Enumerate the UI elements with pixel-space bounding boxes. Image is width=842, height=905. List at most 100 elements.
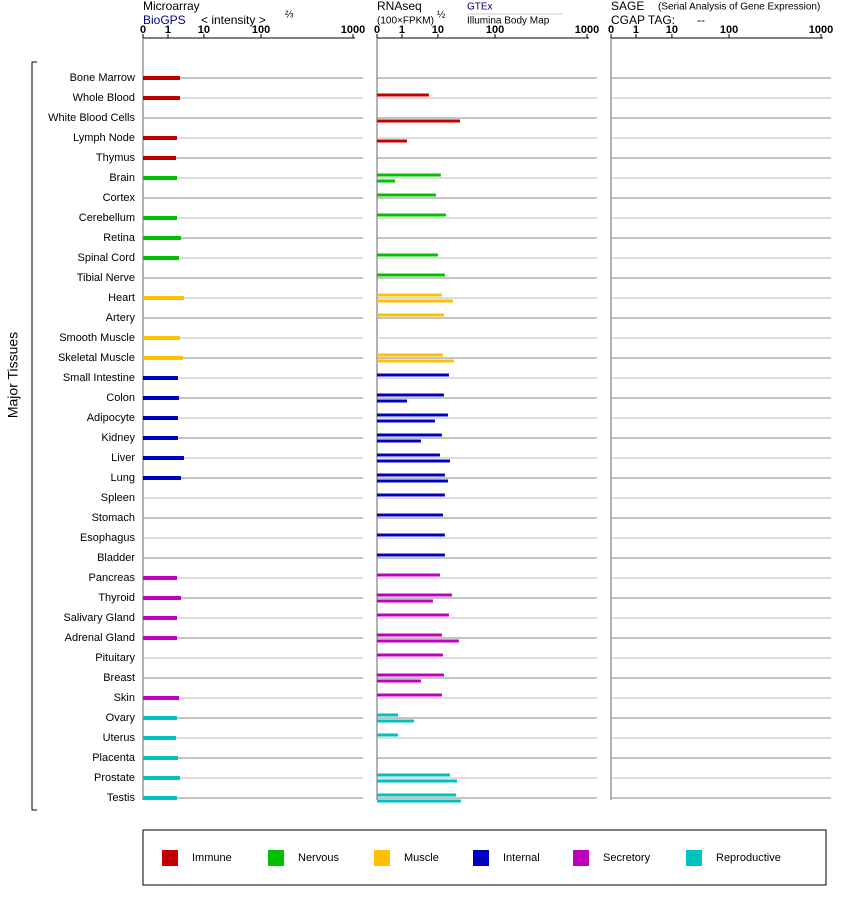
- legend-swatch: [473, 850, 489, 866]
- x-tick-label: 1000: [809, 24, 833, 36]
- bar: [143, 716, 177, 720]
- bar: [377, 679, 421, 683]
- category-label: Lymph Node: [73, 132, 135, 144]
- bar: [143, 796, 177, 800]
- legend-swatch: [162, 850, 178, 866]
- bar: [377, 479, 448, 483]
- legend-label: Reproductive: [716, 852, 781, 864]
- axis-exponent: ⅔: [285, 10, 294, 21]
- x-tick-label: 10: [432, 24, 444, 36]
- bar: [143, 256, 179, 260]
- bar: [377, 193, 436, 197]
- legend-box: [142, 829, 827, 886]
- bar: [377, 299, 453, 303]
- bar: [377, 293, 442, 297]
- bracket: [31, 61, 37, 811]
- panel-title: Microarray: [143, 0, 200, 13]
- bar: [143, 576, 177, 580]
- bar: [143, 356, 183, 360]
- bar: [377, 93, 429, 97]
- bar: [143, 176, 177, 180]
- axis-label: < intensity >: [201, 13, 266, 27]
- category-label: Adipocyte: [87, 412, 135, 424]
- x-tick-label: 100: [486, 24, 504, 36]
- bar: [377, 273, 445, 277]
- y-axis-label: Major Tissues: [5, 332, 21, 418]
- bar: [377, 399, 407, 403]
- axis-label: (100×FPKM): [377, 16, 434, 27]
- category-label: Adrenal Gland: [65, 632, 135, 644]
- bar: [377, 179, 395, 183]
- legend-swatch: [686, 850, 702, 866]
- bar: [143, 616, 177, 620]
- bar: [143, 336, 180, 340]
- x-tick-label: 100: [720, 24, 738, 36]
- bar: [377, 353, 443, 357]
- category-label: Retina: [103, 232, 136, 244]
- bar: [143, 476, 181, 480]
- category-label: Bone Marrow: [70, 72, 135, 84]
- bar: [143, 76, 180, 80]
- category-label: Colon: [106, 392, 135, 404]
- category-label: Smooth Muscle: [59, 332, 135, 344]
- x-tick-label: 10: [198, 24, 210, 36]
- bar: [143, 636, 177, 640]
- x-tick-label: 100: [252, 24, 270, 36]
- bar: [377, 139, 407, 143]
- tag: --: [697, 13, 705, 27]
- category-label: Pituitary: [95, 652, 135, 664]
- bar: [377, 533, 445, 537]
- category-label: Salivary Gland: [63, 612, 135, 624]
- category-label: Prostate: [94, 772, 135, 784]
- legend-swatch: [573, 850, 589, 866]
- category-label: Heart: [108, 292, 135, 304]
- category-label: Breast: [103, 672, 135, 684]
- x-tick-label: 0: [140, 24, 146, 36]
- bar: [143, 216, 177, 220]
- panel-subtitle: (Serial Analysis of Gene Expression): [658, 2, 820, 13]
- bar: [143, 376, 178, 380]
- bar: [377, 693, 442, 697]
- x-tick-label: 1000: [341, 24, 365, 36]
- category-label: Ovary: [106, 712, 136, 724]
- bar: [377, 473, 445, 477]
- bar: [377, 493, 445, 497]
- bar: [377, 173, 441, 177]
- bar: [377, 613, 449, 617]
- bar: [377, 439, 421, 443]
- bar: [377, 393, 444, 397]
- bar: [377, 653, 443, 657]
- category-label: Small Intestine: [63, 372, 135, 384]
- bar: [143, 396, 179, 400]
- category-label: Skin: [114, 692, 135, 704]
- legend-label: Nervous: [298, 852, 339, 864]
- series-name: Illumina Body Map: [467, 16, 550, 27]
- bar: [143, 756, 178, 760]
- bar: [143, 296, 184, 300]
- x-tick-label: 10: [666, 24, 678, 36]
- bar: [377, 593, 452, 597]
- bar: [143, 736, 176, 740]
- bar: [143, 236, 181, 240]
- bar: [377, 459, 450, 463]
- series-name: BioGPS: [143, 13, 186, 27]
- category-label: Esophagus: [80, 532, 136, 544]
- category-label: White Blood Cells: [48, 112, 135, 124]
- category-label: Thymus: [96, 152, 136, 164]
- bar: [143, 596, 181, 600]
- bar: [377, 573, 440, 577]
- category-label: Cerebellum: [79, 212, 135, 224]
- tag-label: CGAP TAG:: [611, 13, 675, 27]
- category-label: Liver: [111, 452, 135, 464]
- category-label: Tibial Nerve: [77, 272, 135, 284]
- category-label: Bladder: [97, 552, 135, 564]
- panel-title: SAGE: [611, 0, 644, 13]
- bar: [377, 119, 460, 123]
- bar: [377, 313, 444, 317]
- bar: [143, 436, 178, 440]
- x-tick-label: 1: [399, 24, 405, 36]
- bar: [377, 633, 442, 637]
- bar: [377, 419, 435, 423]
